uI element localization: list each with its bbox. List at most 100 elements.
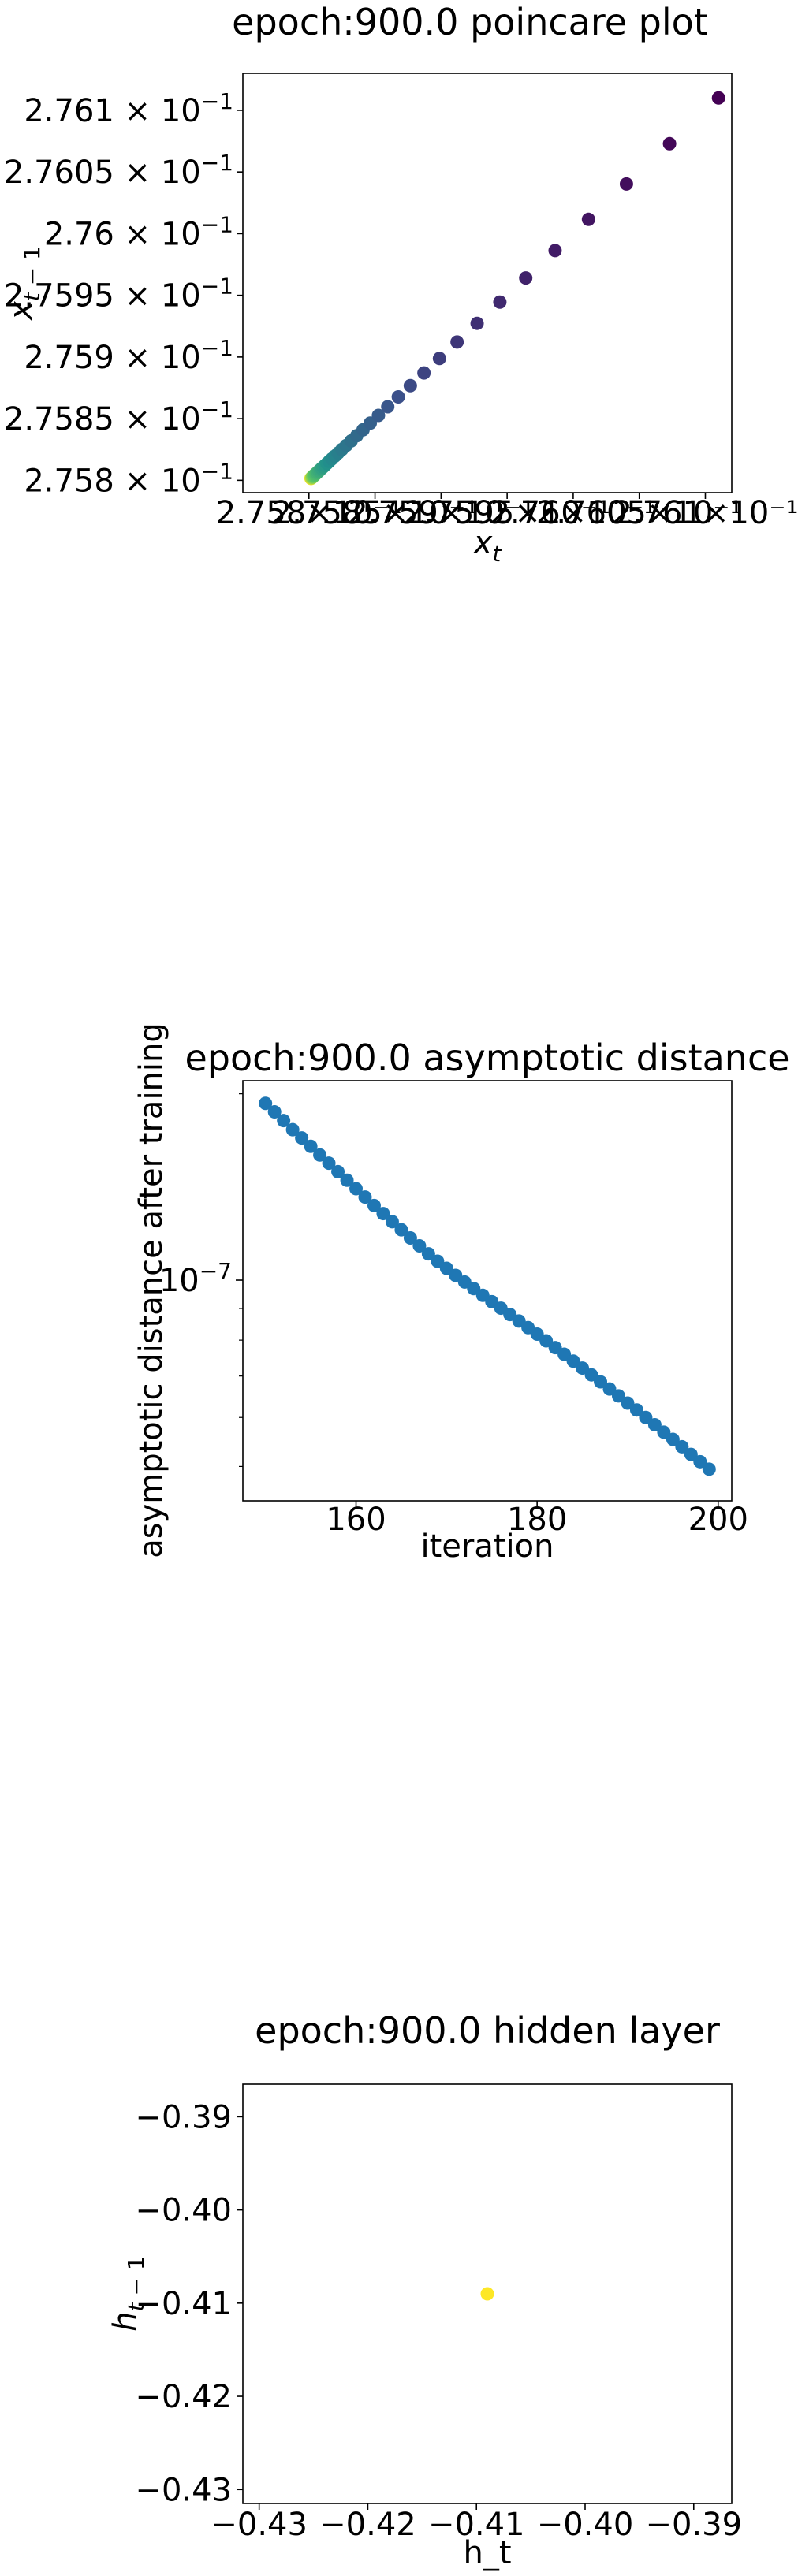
asymptotic-point (267, 1105, 282, 1119)
poincare-x-tick-label: 2.758×10⁻¹ (216, 495, 402, 531)
hidden-layer-x-tick-label: −0.42 (319, 2507, 416, 2543)
poincare-point (548, 244, 562, 258)
poincare-y-tick-label: 2.7595 × 10−1 (4, 274, 233, 315)
poincare-x-axis: 2.758×10⁻¹2.7585×10⁻¹2.759×10⁻¹2.7595×10… (216, 493, 798, 531)
asymptotic-point (376, 1207, 390, 1221)
poincare-point (711, 91, 725, 105)
asymptotic-point (657, 1425, 671, 1439)
poincare-points (304, 91, 725, 486)
poincare-y-tick-label: 2.76 × 10−1 (44, 211, 233, 252)
asymptotic-x-tick-label: 200 (688, 1502, 748, 1538)
hidden-layer-point (480, 2287, 494, 2301)
poincare-point (417, 366, 431, 380)
asymptotic-point (331, 1164, 345, 1178)
asymptotic-point (621, 1396, 635, 1410)
poincare-y-tick-label: 2.7605 × 10−1 (4, 150, 233, 191)
asymptotic-y-axis: 10−7 (159, 1093, 243, 1468)
poincare-x-tick-label: 2.7595×10⁻¹ (404, 495, 610, 531)
asymptotic-point (259, 1096, 273, 1111)
asymptotic-point (584, 1368, 598, 1382)
hidden-layer-y-tick-label: −0.39 (135, 2099, 232, 2135)
asymptotic-point (358, 1190, 372, 1204)
poincare-y-label: xt − 1 (3, 246, 45, 322)
asymptotic-x-tick-label: 180 (507, 1502, 567, 1538)
asymptotic-point (277, 1114, 291, 1128)
poincare-point (619, 177, 633, 191)
poincare-point (470, 316, 484, 330)
hidden-layer-x-tick-label: −0.41 (428, 2507, 525, 2543)
asymptotic-point (285, 1122, 300, 1137)
hidden-layer-y-tick-label: −0.40 (135, 2193, 232, 2229)
poincare-y-tick-label: 2.759 × 10−1 (24, 335, 233, 376)
asymptotic-point (412, 1239, 427, 1253)
asymptotic-point (629, 1403, 643, 1417)
hidden-layer-x-tick-label: −0.43 (211, 2507, 308, 2543)
asymptotic-point (295, 1131, 309, 1145)
poincare-y-axis: 2.758 × 10−1 2.7585 × 10−1 2.759 × 10−1 2.7… (4, 88, 243, 499)
hidden-layer-points (480, 2287, 494, 2301)
hidden-layer-y-tick-label: −0.41 (135, 2286, 232, 2322)
poincare-point (581, 212, 595, 226)
poincare-title: epoch:900.0 poincare plot (232, 1, 708, 43)
poincare-point (403, 378, 417, 393)
asymptotic-point (684, 1447, 698, 1461)
asymptotic-point (367, 1198, 381, 1212)
asymptotic-y-tick-label: 10−7 (159, 1258, 232, 1299)
asymptotic-point (349, 1182, 364, 1196)
asymptotic-point (304, 1139, 318, 1153)
hidden-layer-y-tick-label: −0.42 (135, 2379, 232, 2415)
hidden-layer-plot-frame (242, 2083, 733, 2504)
asymptotic-point (313, 1148, 327, 1162)
hidden-layer-y-axis: −0.43 −0.42 −0.41 −0.40 −0.39 (135, 2099, 243, 2508)
asymptotic-plot-frame (242, 1080, 733, 1502)
asymptotic-point (322, 1156, 336, 1171)
asymptotic-point (421, 1247, 435, 1261)
asymptotic-x-label: iteration (421, 1528, 554, 1565)
hidden-layer-x-tick-label: −0.39 (645, 2507, 742, 2543)
poincare-y-tick-label: 2.758 × 10−1 (24, 458, 233, 499)
poincare-x-tick-label: 2.76×10⁻¹ (490, 495, 657, 531)
poincare-point (519, 271, 533, 285)
hidden-layer-x-tick-label: −0.40 (537, 2507, 634, 2543)
poincare-point (450, 335, 464, 349)
asymptotic-point (611, 1389, 625, 1403)
asymptotic-point (340, 1173, 354, 1187)
asymptotic-point (394, 1223, 408, 1237)
asymptotic-point (431, 1254, 445, 1268)
poincare-x-tick-label: 2.7585×10⁻¹ (272, 495, 479, 531)
asymptotic-point (594, 1375, 608, 1389)
poincare-x-label: xt (472, 525, 502, 567)
asymptotic-point (639, 1410, 653, 1424)
hidden-layer-x-axis: −0.43 −0.42 −0.41 −0.40 −0.39 (211, 2503, 742, 2543)
asymptotic-title: epoch:900.0 asymptotic distance (185, 1037, 789, 1079)
poincare-chart: epoch:900.0 poincare plot 2.758×10⁻¹2.75… (3, 1, 798, 567)
asymptotic-x-axis: 160 180 200 (326, 1501, 748, 1538)
poincare-x-tick-label: 2.759×10⁻¹ (348, 495, 534, 531)
asymptotic-point (403, 1230, 417, 1245)
poincare-x-tick-label: 2.7605×10⁻¹ (536, 495, 743, 531)
hidden-layer-chart: epoch:900.0 hidden layer −0.43 −0.42 −0.41… (107, 2009, 742, 2571)
poincare-point (391, 390, 405, 404)
hidden-layer-x-label: h_t (463, 2535, 511, 2571)
asymptotic-point (675, 1439, 689, 1454)
hidden-layer-title: epoch:900.0 hidden layer (255, 2009, 720, 2052)
asymptotic-point (702, 1462, 716, 1476)
asymptotic-point (439, 1261, 453, 1275)
asymptotic-point (602, 1382, 617, 1396)
poincare-plot-frame (242, 73, 733, 493)
asymptotic-point (385, 1215, 399, 1229)
asymptotic-point (566, 1354, 580, 1368)
asymptotic-y-label: asymptotic distance after training (133, 1022, 170, 1558)
asymptotic-point (693, 1454, 707, 1469)
poincare-point (371, 408, 386, 423)
poincare-x-tick-label: 2.761×10⁻¹ (612, 495, 798, 531)
asymptotic-x-tick-label: 160 (326, 1502, 386, 1538)
poincare-y-tick-label: 2.7585 × 10−1 (4, 396, 233, 437)
poincare-y-tick-label: 2.761 × 10−1 (24, 88, 233, 129)
hidden-layer-y-tick-label: −0.43 (135, 2472, 232, 2508)
poincare-point (493, 295, 507, 309)
asymptotic-point (647, 1417, 662, 1431)
asymptotic-distance-chart: epoch:900.0 asymptotic distance 160 180 20… (133, 1022, 790, 1565)
poincare-point (432, 352, 446, 366)
